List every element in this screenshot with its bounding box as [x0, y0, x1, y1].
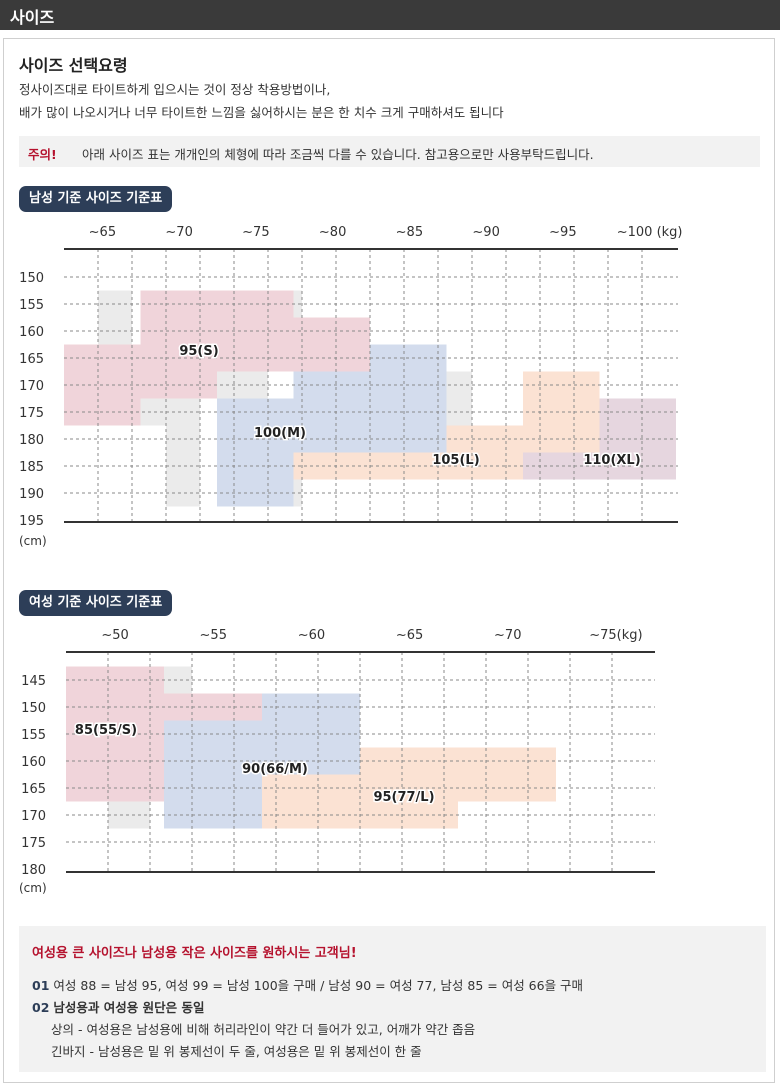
women-y-tick-label: 170	[21, 809, 46, 824]
women-y-tick-label: 180	[21, 863, 46, 878]
notice-label: 주의!	[28, 147, 57, 162]
men-x-tick-label: ~65	[89, 225, 116, 240]
women-x-tick-label: ~75(kg)	[589, 628, 642, 643]
men-y-tick-label: 165	[19, 352, 44, 367]
men-y-tick-label: 180	[19, 433, 44, 448]
men-y-tick-label: 155	[19, 298, 44, 313]
men-y-tick-label: 170	[19, 379, 44, 394]
women-x-tick-label: ~60	[298, 628, 325, 643]
women-series-label: 90(66/M)	[242, 762, 308, 777]
footer-item-1: 01 여성 88 = 남성 95, 여성 99 = 남성 100을 구매 / 남…	[32, 975, 583, 994]
women-x-tick-label: ~50	[101, 628, 128, 643]
notice-text: 아래 사이즈 표는 개개인의 체형에 따라 조금씩 다를 수 있습니다. 참고용…	[82, 147, 594, 162]
men-x-tick-label: ~100 (kg)	[617, 225, 683, 240]
men-y-tick-label: 150	[19, 271, 44, 286]
footer-box: 여성용 큰 사이즈나 남성용 작은 사이즈를 원하시는 고객님! 01 여성 8…	[19, 926, 766, 1072]
men-x-tick-label: ~95	[549, 225, 576, 240]
men-size-chart: ~65 ~70 ~75 ~80 ~85 ~90 ~95 ~100 (kg) 150 155 160 1…	[19, 225, 683, 548]
women-y-tick-label: 155	[21, 728, 46, 743]
women-series-1-cell	[164, 720, 360, 748]
guide-line-2: 배가 많이 나오시거나 너무 타이트한 느낌을 싫어하시는 분은 한 치수 크게…	[19, 105, 504, 120]
men-x-tick-label: ~70	[165, 225, 192, 240]
footer-item-2: 02 남성용과 여성용 원단은 동일	[32, 997, 204, 1016]
men-y-tick-label: 160	[19, 325, 44, 340]
footer-item-2-number: 02	[32, 1000, 50, 1015]
guide-line-1: 정사이즈대로 타이트하게 입으시는 것이 정상 착용방법이나,	[19, 82, 331, 97]
women-series-label: 95(77/L)	[373, 790, 434, 805]
men-series-label: 105(L)	[432, 453, 479, 468]
men-grey-cell	[166, 452, 200, 480]
women-x-tick-label: ~70	[494, 628, 521, 643]
women-x-tick-label: ~55	[200, 628, 227, 643]
footer-item-2-line-2: 긴바지 - 남성용은 밑 위 봉제선이 두 줄, 여성용은 밑 위 봉제선이 한…	[51, 1044, 422, 1059]
women-y-tick-label: 160	[21, 755, 46, 770]
women-y-tick-label: 145	[21, 674, 46, 689]
men-chart-title: 남성 기준 사이즈 기준표	[19, 186, 173, 212]
women-chart-title: 여성 기준 사이즈 기준표	[19, 590, 173, 616]
women-size-chart: ~50 ~55 ~60 ~65 ~70 ~75(kg) 145 150 155 160 165 170…	[19, 628, 655, 895]
men-y-tick-label: 195	[19, 514, 44, 529]
men-x-tick-label: ~90	[472, 225, 499, 240]
women-x-tick-label: ~65	[396, 628, 423, 643]
men-series-label: 110(XL)	[583, 453, 640, 468]
men-y-tick-label: 190	[19, 487, 44, 502]
men-x-tick-label: ~75	[242, 225, 269, 240]
notice-box: 주의! 아래 사이즈 표는 개개인의 체형에 따라 조금씩 다를 수 있습니다.…	[19, 136, 760, 167]
men-grey-cell	[166, 479, 200, 507]
women-y-tick-label: 175	[21, 836, 46, 851]
footer-item-1-number: 01	[32, 978, 50, 993]
guide-title: 사이즈 선택요령	[19, 56, 128, 75]
men-x-tick-label: ~85	[396, 225, 423, 240]
content-panel	[3, 38, 775, 1083]
footer-item-2-text: 남성용과 여성용 원단은 동일	[53, 1000, 205, 1015]
men-series-label: 100(M)	[254, 426, 306, 441]
footer-item-2-line-1: 상의 - 여성용은 남성용에 비해 허리라인이 약간 더 들어가 있고, 어깨가…	[51, 1022, 476, 1037]
men-grey-cell	[166, 425, 200, 453]
footer-heading: 여성용 큰 사이즈나 남성용 작은 사이즈를 원하시는 고객님!	[32, 946, 357, 961]
header-title: 사이즈	[10, 8, 55, 27]
women-y-tick-label: 150	[21, 701, 46, 716]
women-series-label: 85(55/S)	[75, 723, 137, 738]
men-series-label: 95(S)	[179, 344, 218, 359]
men-x-tick-label: ~80	[319, 225, 346, 240]
men-y-tick-label: 175	[19, 406, 44, 421]
women-series-1-cell	[164, 747, 360, 775]
men-y-tick-label: 185	[19, 460, 44, 475]
men-y-unit-label: (cm)	[19, 534, 47, 548]
women-y-unit-label: (cm)	[19, 881, 47, 895]
women-y-tick-label: 165	[21, 782, 46, 797]
top-header-bar: 사이즈	[0, 0, 780, 30]
men-grey-cell	[166, 398, 200, 426]
footer-item-1-text: 여성 88 = 남성 95, 여성 99 = 남성 100을 구매 / 남성 9…	[53, 978, 584, 993]
